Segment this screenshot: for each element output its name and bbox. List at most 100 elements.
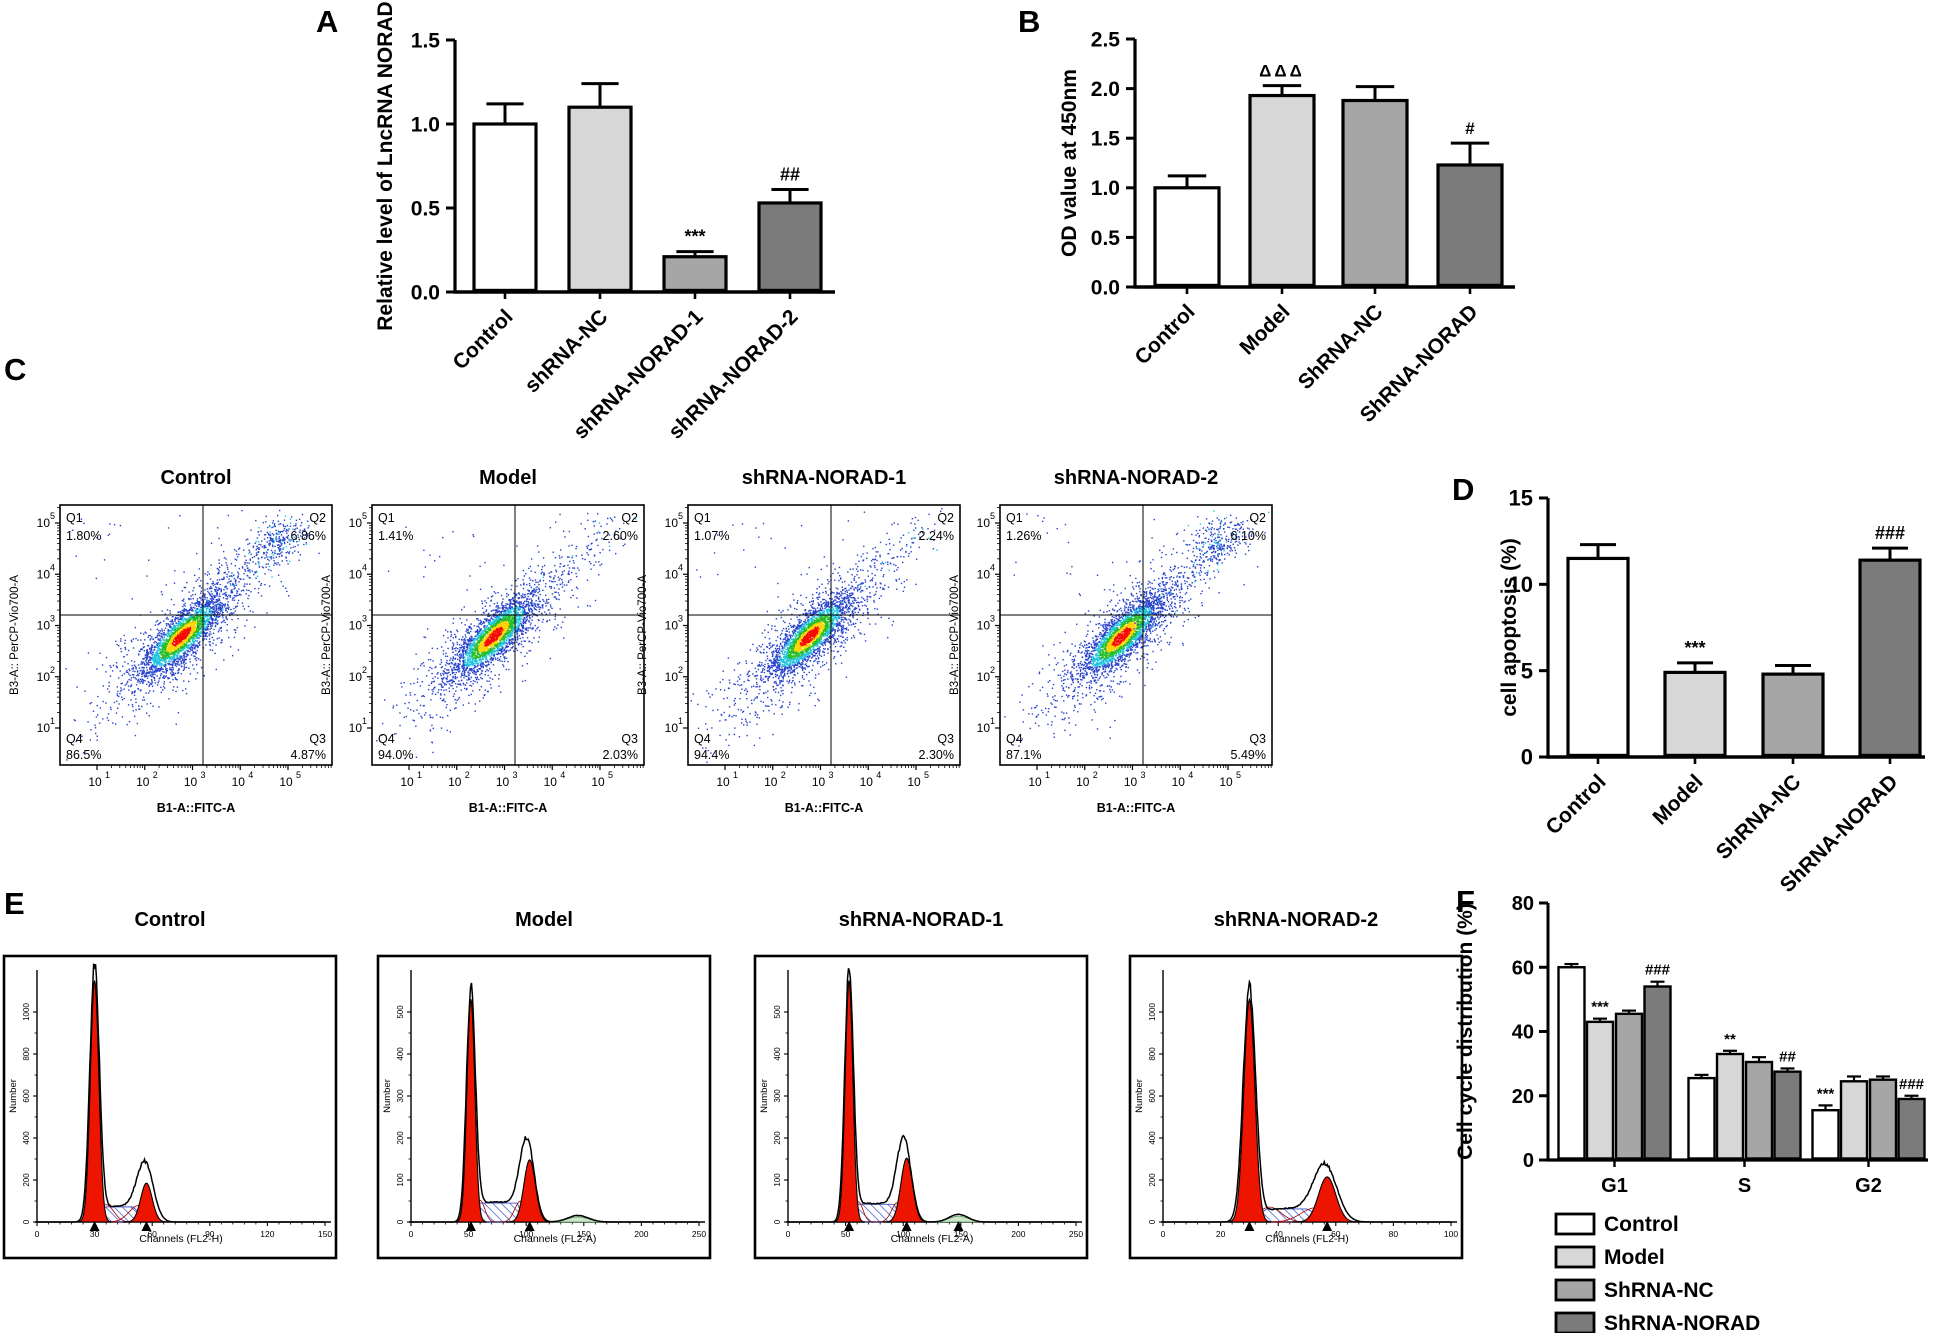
y-tick-exponent: 2 (678, 665, 683, 675)
x-tick-exponent: 4 (248, 770, 253, 780)
y-tick-exponent: 5 (362, 511, 367, 521)
y-axis-label: Number (382, 1079, 393, 1113)
y-tick-label: 400 (22, 1131, 31, 1145)
panel-e-cellcycle-hist-shrna-norad-2: shRNA-NORAD-2 0 200 400 600 800 1000 0 20 40 60 80 1… (1126, 890, 1471, 1285)
x-tick-label: 120 (260, 1229, 274, 1239)
q4-percent: 86.5% (66, 748, 101, 762)
y-tick-exponent: 1 (678, 716, 683, 726)
y-tick-label: 0 (1523, 1150, 1534, 1172)
q2-percent: 2.60% (603, 529, 638, 543)
y-tick-label: 40 (1512, 1022, 1534, 1044)
y-tick-label: 500 (773, 1005, 782, 1019)
significance-label: *** (684, 227, 705, 247)
panel-f-cellcycle-grouped-bar-chart: 0 20 40 60 80 G1 *** ### S ** ## G2 *** ### Cell cycle… (1450, 878, 1944, 1333)
x-tick-label: 10 (860, 775, 874, 789)
x-tick-label: 10 (907, 775, 921, 789)
cellcycle-hist-model: Model 0 100 200 300 400 500 0 50 100 150 200 250 Chan… (376, 909, 712, 1260)
y-tick-label: 10 (349, 516, 363, 530)
x-tick-label: 200 (1011, 1229, 1025, 1239)
y-tick-exponent: 4 (990, 562, 995, 572)
bar-ShRNA-NC (1341, 98, 1409, 287)
x-axis-label: Channels (FL2-H) (1265, 1233, 1348, 1245)
x-tick-label: 90 (205, 1229, 215, 1239)
y-tick-label: 10 (37, 619, 51, 633)
bar-ShRNA-NORAD (1436, 163, 1504, 287)
y-tick-label: 10 (977, 567, 991, 581)
panel-e-cellcycle-hist-control: Control 0 200 400 600 800 1000 0 30 60 90 120 150 Cha… (0, 890, 345, 1285)
x-tick-label: 10 (1028, 775, 1042, 789)
scatter-points (376, 512, 637, 760)
panel-b-od450-bar-chart: 0.0 0.5 1.0 1.5 2.0 2.5 Control ΔΔΔ Model ShRNA-N… (1010, 0, 1575, 477)
x-tick-exponent: 5 (296, 770, 301, 780)
x-category-label: Model (1235, 300, 1294, 359)
y-tick-label: 400 (773, 1047, 782, 1061)
x-tick-exponent: 1 (733, 770, 738, 780)
bar-ShRNA-NC-G1 (1614, 1012, 1644, 1160)
bar-Control (1566, 556, 1630, 757)
q2-label: Q2 (937, 511, 954, 525)
y-tick-label: 10 (665, 567, 679, 581)
y-tick-label: 1000 (22, 1003, 31, 1021)
y-tick-label: 10 (349, 567, 363, 581)
x-tick-exponent: 2 (465, 770, 470, 780)
legend-label-ShRNA-NORAD: ShRNA-NORAD (1604, 1312, 1760, 1333)
y-axis-label: B3-A:: PerCP-Vio700-A (949, 575, 961, 695)
y-tick-label: 0 (396, 1219, 405, 1224)
x-tick-label: 10 (591, 775, 605, 789)
q3-percent: 4.87% (291, 748, 326, 762)
x-category-label: Control (448, 305, 517, 374)
plot-frame (376, 954, 712, 1260)
panel-letter-a: A (316, 4, 339, 39)
x-tick-label: 20 (1216, 1229, 1226, 1239)
y-tick-exponent: 2 (50, 665, 55, 675)
hist-title: Model (515, 909, 573, 931)
y-tick-label: 800 (22, 1047, 31, 1061)
cellcycle-hist-shrna-norad-2: shRNA-NORAD-2 0 200 400 600 800 1000 0 20 40 60 80 1… (1128, 909, 1464, 1260)
significance-label: *** (1591, 999, 1609, 1016)
y-tick-exponent: 1 (50, 716, 55, 726)
q4-percent: 94.0% (378, 748, 413, 762)
panel-a-norad-expression-bar-chart: 0.0 0.5 1.0 1.5 Control shRNA-NC *** shRNA-NORA… (330, 0, 850, 467)
x-tick-label: 0 (1161, 1229, 1166, 1239)
significance-label: ### (1899, 1076, 1925, 1093)
cellcycle-hist-shrna-norad-1: shRNA-NORAD-1 0 100 200 300 400 500 0 50 100 150 20… (753, 909, 1089, 1260)
q2-percent: 2.24% (919, 529, 954, 543)
x-tick-label: 30 (90, 1229, 100, 1239)
y-tick-exponent: 2 (362, 665, 367, 675)
group-label: S (1738, 1175, 1751, 1197)
q3-label: Q3 (621, 732, 638, 746)
y-tick-label: 2.0 (1091, 78, 1120, 101)
y-tick-exponent: 1 (990, 716, 995, 726)
x-tick-label: 250 (1069, 1229, 1083, 1239)
plot-frame (1128, 954, 1464, 1260)
x-axis-label: B1-A::FITC-A (469, 801, 547, 815)
x-tick-exponent: 2 (153, 770, 158, 780)
y-tick-label: 400 (396, 1047, 405, 1061)
x-tick-exponent: 5 (1236, 770, 1241, 780)
x-category-label: shRNA-NC (520, 305, 612, 397)
y-axis-label: B3-A:: PerCP-Vio700-A (9, 575, 21, 695)
y-axis-label: Number (1134, 1079, 1145, 1113)
y-axis-label: Number (8, 1079, 19, 1113)
significance-label: ## (1779, 1048, 1796, 1065)
peak-marker-triangle (1322, 1221, 1333, 1231)
y-tick-label: 0.5 (1091, 227, 1121, 250)
peak-marker-triangle (89, 1221, 100, 1231)
y-tick-exponent: 5 (50, 511, 55, 521)
panel-letter-b: B (1018, 4, 1041, 39)
q4-label: Q4 (694, 732, 711, 746)
bar-Model (1663, 670, 1727, 757)
x-category-label: Model (1648, 770, 1707, 829)
y-axis-label: cell apoptosis (%) (1500, 538, 1521, 717)
hist-title: shRNA-NORAD-2 (1214, 909, 1378, 931)
x-tick-label: 10 (136, 775, 150, 789)
panel-e-cellcycle-hist-model: Model 0 100 200 300 400 500 0 50 100 150 200 250 Chan… (374, 890, 719, 1285)
q1-label: Q1 (1006, 511, 1023, 525)
bar-ShRNA-NC-G2 (1868, 1078, 1898, 1160)
y-axis-label: B3-A:: PerCP-Vio700-A (637, 575, 649, 695)
bar-shRNA-NORAD-1 (662, 255, 728, 293)
peak-marker-triangle (1244, 1221, 1255, 1231)
x-tick-label: 10 (716, 775, 730, 789)
envelope-curve (1163, 979, 1451, 1223)
